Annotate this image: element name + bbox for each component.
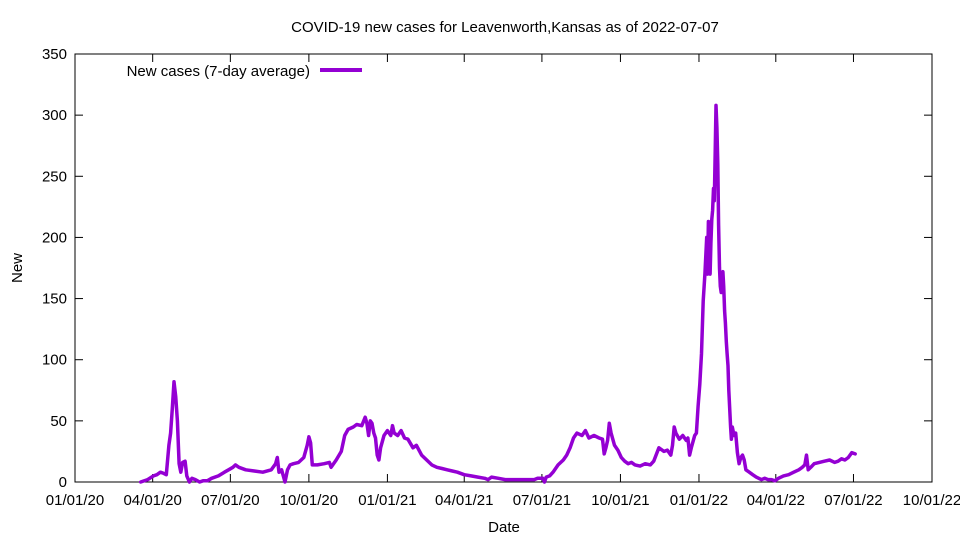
- y-tick-label: 300: [42, 107, 67, 124]
- x-tick-label: 07/01/20: [201, 492, 259, 509]
- y-tick-label: 50: [50, 413, 67, 430]
- plot-frame: [74, 53, 933, 483]
- x-tick-label: 04/01/21: [435, 492, 493, 509]
- x-tick-label: 07/01/22: [824, 492, 882, 509]
- y-tick-label: 100: [42, 352, 67, 369]
- x-axis: 01/01/20 04/01/20 07/01/20 10/01/20 01/01/21…: [46, 54, 960, 509]
- y-tick-label: 250: [42, 168, 67, 185]
- x-tick-label: 10/01/21: [591, 492, 649, 509]
- series-layer: [138, 103, 857, 484]
- x-tick-label: 01/01/21: [358, 492, 416, 509]
- legend: New cases (7-day average): [127, 63, 362, 80]
- x-tick-label: 04/01/20: [123, 492, 181, 509]
- x-axis-label: Date: [488, 519, 520, 536]
- legend-label: New cases (7-day average): [127, 63, 310, 80]
- y-axis-label: New: [9, 253, 26, 283]
- x-tick-label: 04/01/22: [747, 492, 805, 509]
- y-tick-label: 150: [42, 291, 67, 308]
- y-tick-label: 0: [59, 474, 67, 491]
- x-tick-label: 10/01/22: [903, 492, 960, 509]
- x-tick-label: 01/01/20: [46, 492, 104, 509]
- x-tick-label: 01/01/22: [670, 492, 728, 509]
- chart-title: COVID-19 new cases for Leavenworth,Kansa…: [291, 19, 719, 36]
- x-tick-label: 10/01/20: [280, 492, 338, 509]
- series-line: [138, 103, 857, 484]
- x-tick-label: 07/01/21: [513, 492, 571, 509]
- y-tick-label: 200: [42, 229, 67, 246]
- y-axis: 0 50 100 150 200 250 300 350: [42, 46, 932, 491]
- y-tick-label: 350: [42, 46, 67, 63]
